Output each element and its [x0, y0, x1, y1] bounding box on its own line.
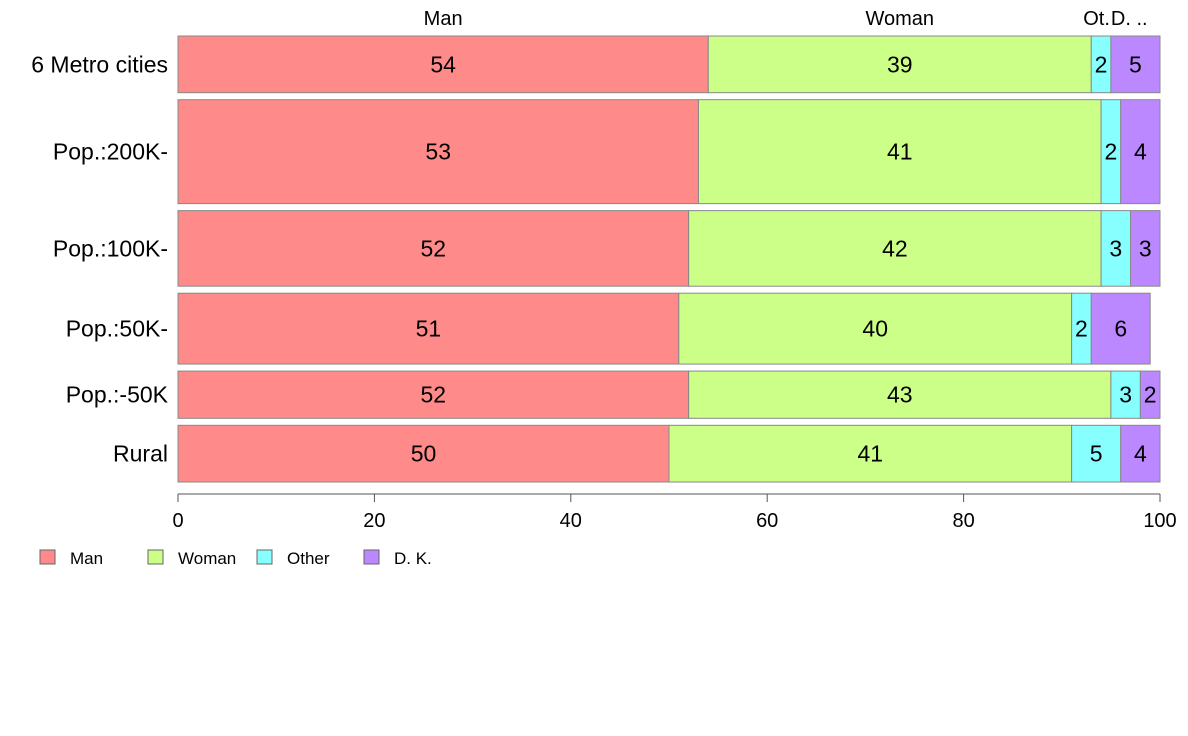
bar-segment — [177, 99, 699, 205]
series-top-label: Ot. — [1083, 8, 1110, 30]
data-label: 40 — [862, 316, 888, 342]
bar-segment — [1110, 370, 1141, 419]
data-label: 3 — [1139, 235, 1152, 261]
x-tick-label: 20 — [363, 510, 385, 532]
data-label: 54 — [430, 51, 456, 77]
data-label: 5 — [1090, 441, 1103, 467]
bar-segment — [177, 370, 690, 419]
category-label: Rural — [113, 441, 168, 467]
data-label: 50 — [411, 441, 437, 467]
bar-segment — [1120, 424, 1161, 483]
data-label: 6 — [1114, 316, 1127, 342]
bar-segment — [688, 210, 1102, 287]
data-label: 4 — [1134, 139, 1147, 165]
data-label: 2 — [1105, 139, 1118, 165]
bar-segment — [1110, 35, 1161, 94]
legend-label: Man — [70, 549, 103, 568]
category-label: Pop.:200K- — [53, 139, 168, 165]
data-label: 2 — [1144, 382, 1157, 408]
data-label: 41 — [887, 139, 913, 165]
data-label: 2 — [1095, 51, 1108, 77]
data-label: 3 — [1119, 382, 1132, 408]
data-label: 41 — [858, 441, 884, 467]
bar-segment — [697, 99, 1102, 205]
data-label: 42 — [882, 235, 908, 261]
bar-segment — [1130, 210, 1161, 287]
bar-segment — [1100, 210, 1132, 287]
x-tick-label: 0 — [172, 510, 183, 532]
x-tick-label: 40 — [560, 510, 582, 532]
category-label: Pop.:100K- — [53, 235, 168, 261]
x-tick-label: 80 — [952, 510, 974, 532]
legend-label: Woman — [178, 549, 236, 568]
legend-swatch — [363, 549, 380, 565]
bar-segment — [1139, 370, 1161, 419]
bar-segment — [1071, 424, 1122, 483]
category-label: Pop.:50K- — [66, 316, 168, 342]
bar-segment — [707, 35, 1092, 94]
bar-segment — [177, 424, 670, 483]
data-label: 3 — [1109, 235, 1122, 261]
legend-swatch — [256, 549, 273, 565]
data-label: 43 — [887, 382, 913, 408]
legend-label: D. K. — [394, 549, 432, 568]
category-label: Pop.:-50K — [66, 382, 169, 408]
legend-swatch — [147, 549, 164, 565]
bar-segment — [177, 35, 709, 94]
data-label: 39 — [887, 51, 913, 77]
x-tick-label: 100 — [1143, 510, 1176, 532]
bar-segment — [688, 370, 1112, 419]
data-label: 53 — [425, 139, 451, 165]
data-label: 5 — [1129, 51, 1142, 77]
bar-segment — [1090, 292, 1151, 365]
data-label: 4 — [1134, 441, 1147, 467]
data-label: 52 — [421, 382, 447, 408]
x-tick-label: 60 — [756, 510, 778, 532]
series-top-label: Man — [424, 8, 463, 30]
data-label: 51 — [416, 316, 442, 342]
bar-segment — [177, 292, 680, 365]
category-label: 6 Metro cities — [31, 51, 168, 77]
data-label: 2 — [1075, 316, 1088, 342]
bar-segment — [1120, 99, 1161, 205]
data-label: 52 — [421, 235, 447, 261]
legend-label: Other — [287, 549, 330, 568]
series-top-label: D. .. — [1111, 8, 1148, 30]
bar-segment — [678, 292, 1073, 365]
bar-segment — [668, 424, 1073, 483]
series-top-label: Woman — [865, 8, 934, 30]
legend-swatch — [39, 549, 56, 565]
